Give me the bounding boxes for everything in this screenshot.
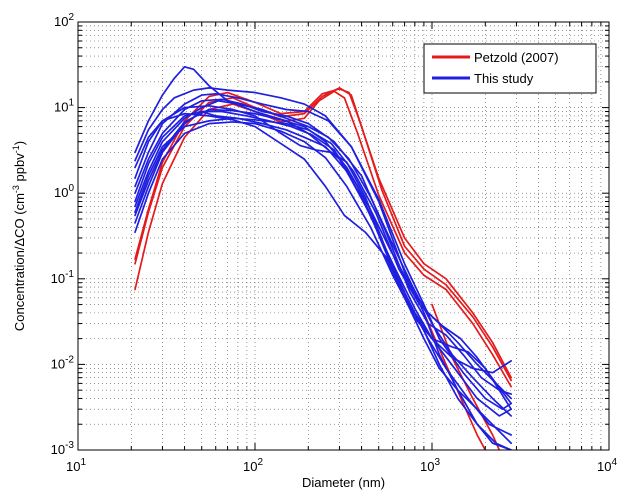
tick-labels: 101 102 103 104 10-3 10-2 10-1 100 101 102 <box>51 12 618 474</box>
plot-frame <box>77 21 610 451</box>
series-line-this-study <box>134 110 512 374</box>
series-line-this-study <box>134 92 512 411</box>
legend-label-this-study: This study <box>474 71 534 86</box>
series-line-petzold <box>431 303 501 450</box>
series-line-petzold <box>134 88 512 379</box>
x-tick-label: 101 <box>66 457 86 474</box>
series-line-this-study <box>134 87 512 450</box>
x-axis-label: Diameter (nm) <box>302 475 385 490</box>
axis-ticks <box>77 22 610 451</box>
series-layer <box>134 65 512 450</box>
y-tick-label: 10-2 <box>51 354 75 371</box>
series-line-this-study <box>134 121 512 411</box>
series-line-petzold <box>134 90 512 388</box>
legend-label-petzold: Petzold (2007) <box>474 50 559 65</box>
y-tick-label: 10-1 <box>51 269 75 286</box>
series-line-this-study <box>134 108 512 405</box>
x-tick-label: 102 <box>243 457 263 474</box>
series-line-this-study <box>134 117 512 400</box>
x-tick-label: 104 <box>597 457 617 474</box>
x-tick-label: 103 <box>420 457 440 474</box>
series-line-this-study <box>134 110 512 450</box>
series-line-this-study <box>134 99 512 417</box>
y-tick-label: 102 <box>54 12 74 29</box>
series-line-this-study <box>134 104 512 436</box>
y-tick-label: 10-3 <box>51 440 75 457</box>
y-axis-label: Concentration/ΔCO (cm-3 ppbv-1) <box>11 141 27 331</box>
legend-box <box>423 43 597 94</box>
y-tick-label: 101 <box>54 98 74 115</box>
legend: Petzold (2007) This study <box>423 43 597 94</box>
series-line-this-study <box>134 112 512 445</box>
y-tick-label: 100 <box>54 183 74 200</box>
